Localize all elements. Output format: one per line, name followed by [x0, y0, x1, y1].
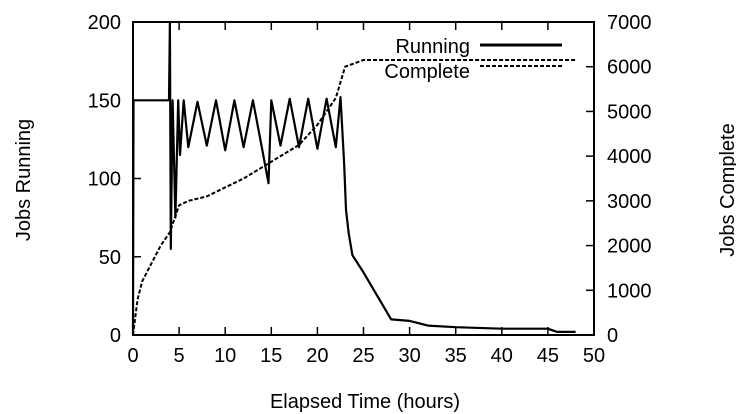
- x-tick-label: 0: [127, 345, 138, 367]
- left-y-tick-label: 100: [88, 169, 121, 191]
- left-y-tick-label: 0: [110, 325, 121, 347]
- plot-frame: [132, 21, 595, 336]
- x-tick-label: 10: [214, 345, 236, 367]
- right-y-tick-label: 2000: [607, 236, 652, 258]
- x-tick-label: 25: [352, 345, 374, 367]
- right-y-tick-label: 4000: [607, 146, 652, 168]
- legend-label-complete: Complete: [384, 61, 470, 83]
- legend-label-running: Running: [395, 36, 470, 58]
- x-axis-ticks: 0 5 10 15 20 25 30 35 40 45 50: [127, 22, 605, 367]
- legend: Running Complete: [384, 36, 562, 83]
- x-tick-label: 40: [491, 345, 513, 367]
- left-y-axis-title: Jobs Running: [13, 119, 35, 241]
- series-layer: [131, 20, 576, 336]
- left-y-tick-label: 50: [99, 247, 121, 269]
- x-tick-label: 35: [445, 345, 467, 367]
- x-tick-label: 15: [260, 345, 282, 367]
- right-y-tick-label: 7000: [607, 12, 652, 34]
- right-y-tick-label: 1000: [607, 280, 652, 302]
- right-y-axis-title: Jobs Complete: [717, 123, 736, 256]
- right-y-tick-label: 0: [607, 325, 618, 347]
- left-y-tick-label: 200: [88, 12, 121, 34]
- x-tick-label: 45: [537, 345, 559, 367]
- right-y-tick-label: 5000: [607, 101, 652, 123]
- left-y-tick-label: 150: [88, 90, 121, 112]
- series-line-running: [131, 20, 576, 336]
- right-y-tick-label: 3000: [607, 191, 652, 213]
- x-tick-label: 5: [174, 345, 185, 367]
- right-y-axis-ticks: 0 1000 2000 3000 4000 5000 6000 7000: [586, 12, 652, 347]
- plot-border: [132, 21, 595, 336]
- series-line-complete: [132, 59, 576, 336]
- x-tick-label: 50: [583, 345, 605, 367]
- right-y-tick-label: 6000: [607, 57, 652, 79]
- x-tick-label: 20: [306, 345, 328, 367]
- x-tick-label: 30: [398, 345, 420, 367]
- x-axis-title: Elapsed Time (hours): [270, 391, 460, 413]
- left-y-axis-ticks: 0 50 100 150 200: [88, 12, 141, 347]
